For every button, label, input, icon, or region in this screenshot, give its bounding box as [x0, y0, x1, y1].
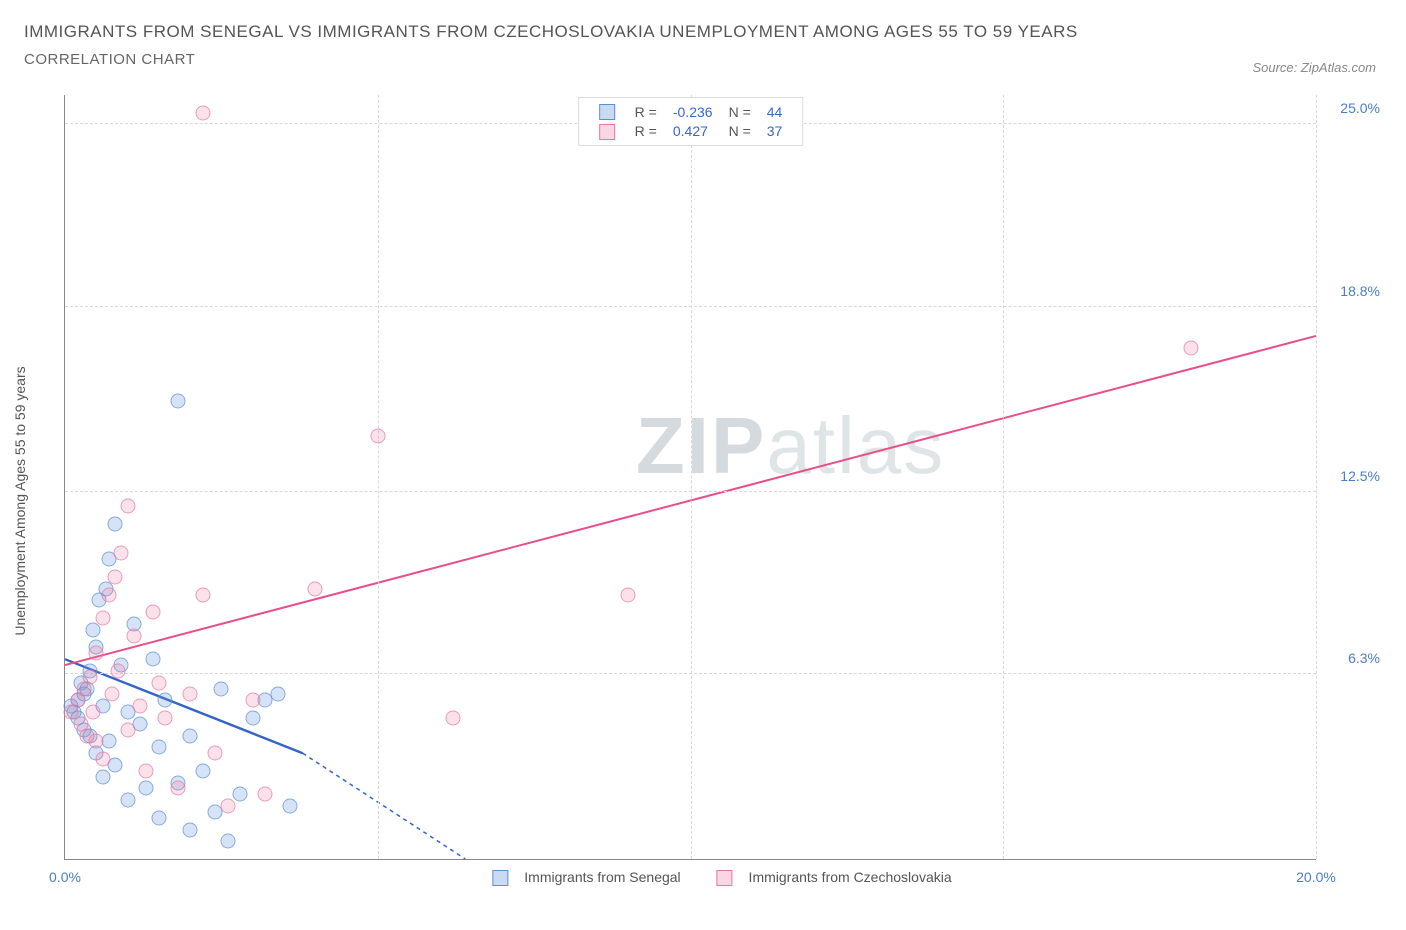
data-point — [214, 681, 229, 696]
data-point — [108, 517, 123, 532]
data-point — [111, 663, 126, 678]
data-point — [120, 722, 135, 737]
data-point — [283, 799, 298, 814]
x-tick-label: 20.0% — [1296, 869, 1336, 885]
data-point — [245, 693, 260, 708]
data-point — [183, 687, 198, 702]
data-point — [108, 569, 123, 584]
y-axis-label: Unemployment Among Ages 55 to 59 years — [12, 366, 28, 635]
data-point — [95, 611, 110, 626]
chart-container: Unemployment Among Ages 55 to 59 years Z… — [46, 95, 1386, 890]
data-point — [114, 546, 129, 561]
data-point — [620, 587, 635, 602]
data-point — [270, 687, 285, 702]
data-point — [104, 687, 119, 702]
data-point — [120, 793, 135, 808]
data-point — [133, 699, 148, 714]
data-point — [170, 393, 185, 408]
data-point — [83, 669, 98, 684]
data-point — [86, 705, 101, 720]
legend-item: Immigrants from Czechoslovakia — [705, 869, 952, 885]
data-point — [151, 810, 166, 825]
data-point — [370, 428, 385, 443]
source-credit: Source: ZipAtlas.com — [1252, 60, 1376, 75]
scatter-plot: ZIPatlas R =-0.236N =44R =0.427N =37 6.3… — [64, 95, 1316, 860]
y-tick-label: 25.0% — [1340, 100, 1380, 116]
data-point — [445, 710, 460, 725]
data-point — [120, 499, 135, 514]
x-tick-label: 0.0% — [49, 869, 81, 885]
y-tick-label: 6.3% — [1348, 650, 1380, 666]
data-point — [233, 787, 248, 802]
page-title: IMMIGRANTS FROM SENEGAL VS IMMIGRANTS FR… — [24, 18, 1382, 45]
data-point — [101, 587, 116, 602]
data-point — [139, 781, 154, 796]
data-point — [195, 763, 210, 778]
data-point — [158, 710, 173, 725]
correlation-legend: R =-0.236N =44R =0.427N =37 — [578, 97, 804, 146]
data-point — [195, 105, 210, 120]
data-point — [95, 752, 110, 767]
data-point — [145, 605, 160, 620]
data-point — [1183, 340, 1198, 355]
data-point — [220, 834, 235, 849]
data-point — [183, 822, 198, 837]
data-point — [95, 769, 110, 784]
legend-item: Immigrants from Senegal — [480, 869, 680, 885]
data-point — [195, 587, 210, 602]
data-point — [145, 652, 160, 667]
data-point — [158, 693, 173, 708]
series-legend: Immigrants from Senegal Immigrants from … — [468, 869, 963, 886]
data-point — [183, 728, 198, 743]
data-point — [89, 734, 104, 749]
data-point — [126, 628, 141, 643]
data-point — [245, 710, 260, 725]
y-tick-label: 18.8% — [1340, 283, 1380, 299]
data-point — [220, 799, 235, 814]
data-point — [89, 646, 104, 661]
data-point — [170, 781, 185, 796]
data-point — [151, 675, 166, 690]
y-tick-label: 12.5% — [1340, 468, 1380, 484]
data-point — [208, 746, 223, 761]
data-point — [308, 581, 323, 596]
data-point — [258, 787, 273, 802]
page-subtitle: CORRELATION CHART — [24, 51, 1382, 68]
data-point — [139, 763, 154, 778]
data-point — [151, 740, 166, 755]
